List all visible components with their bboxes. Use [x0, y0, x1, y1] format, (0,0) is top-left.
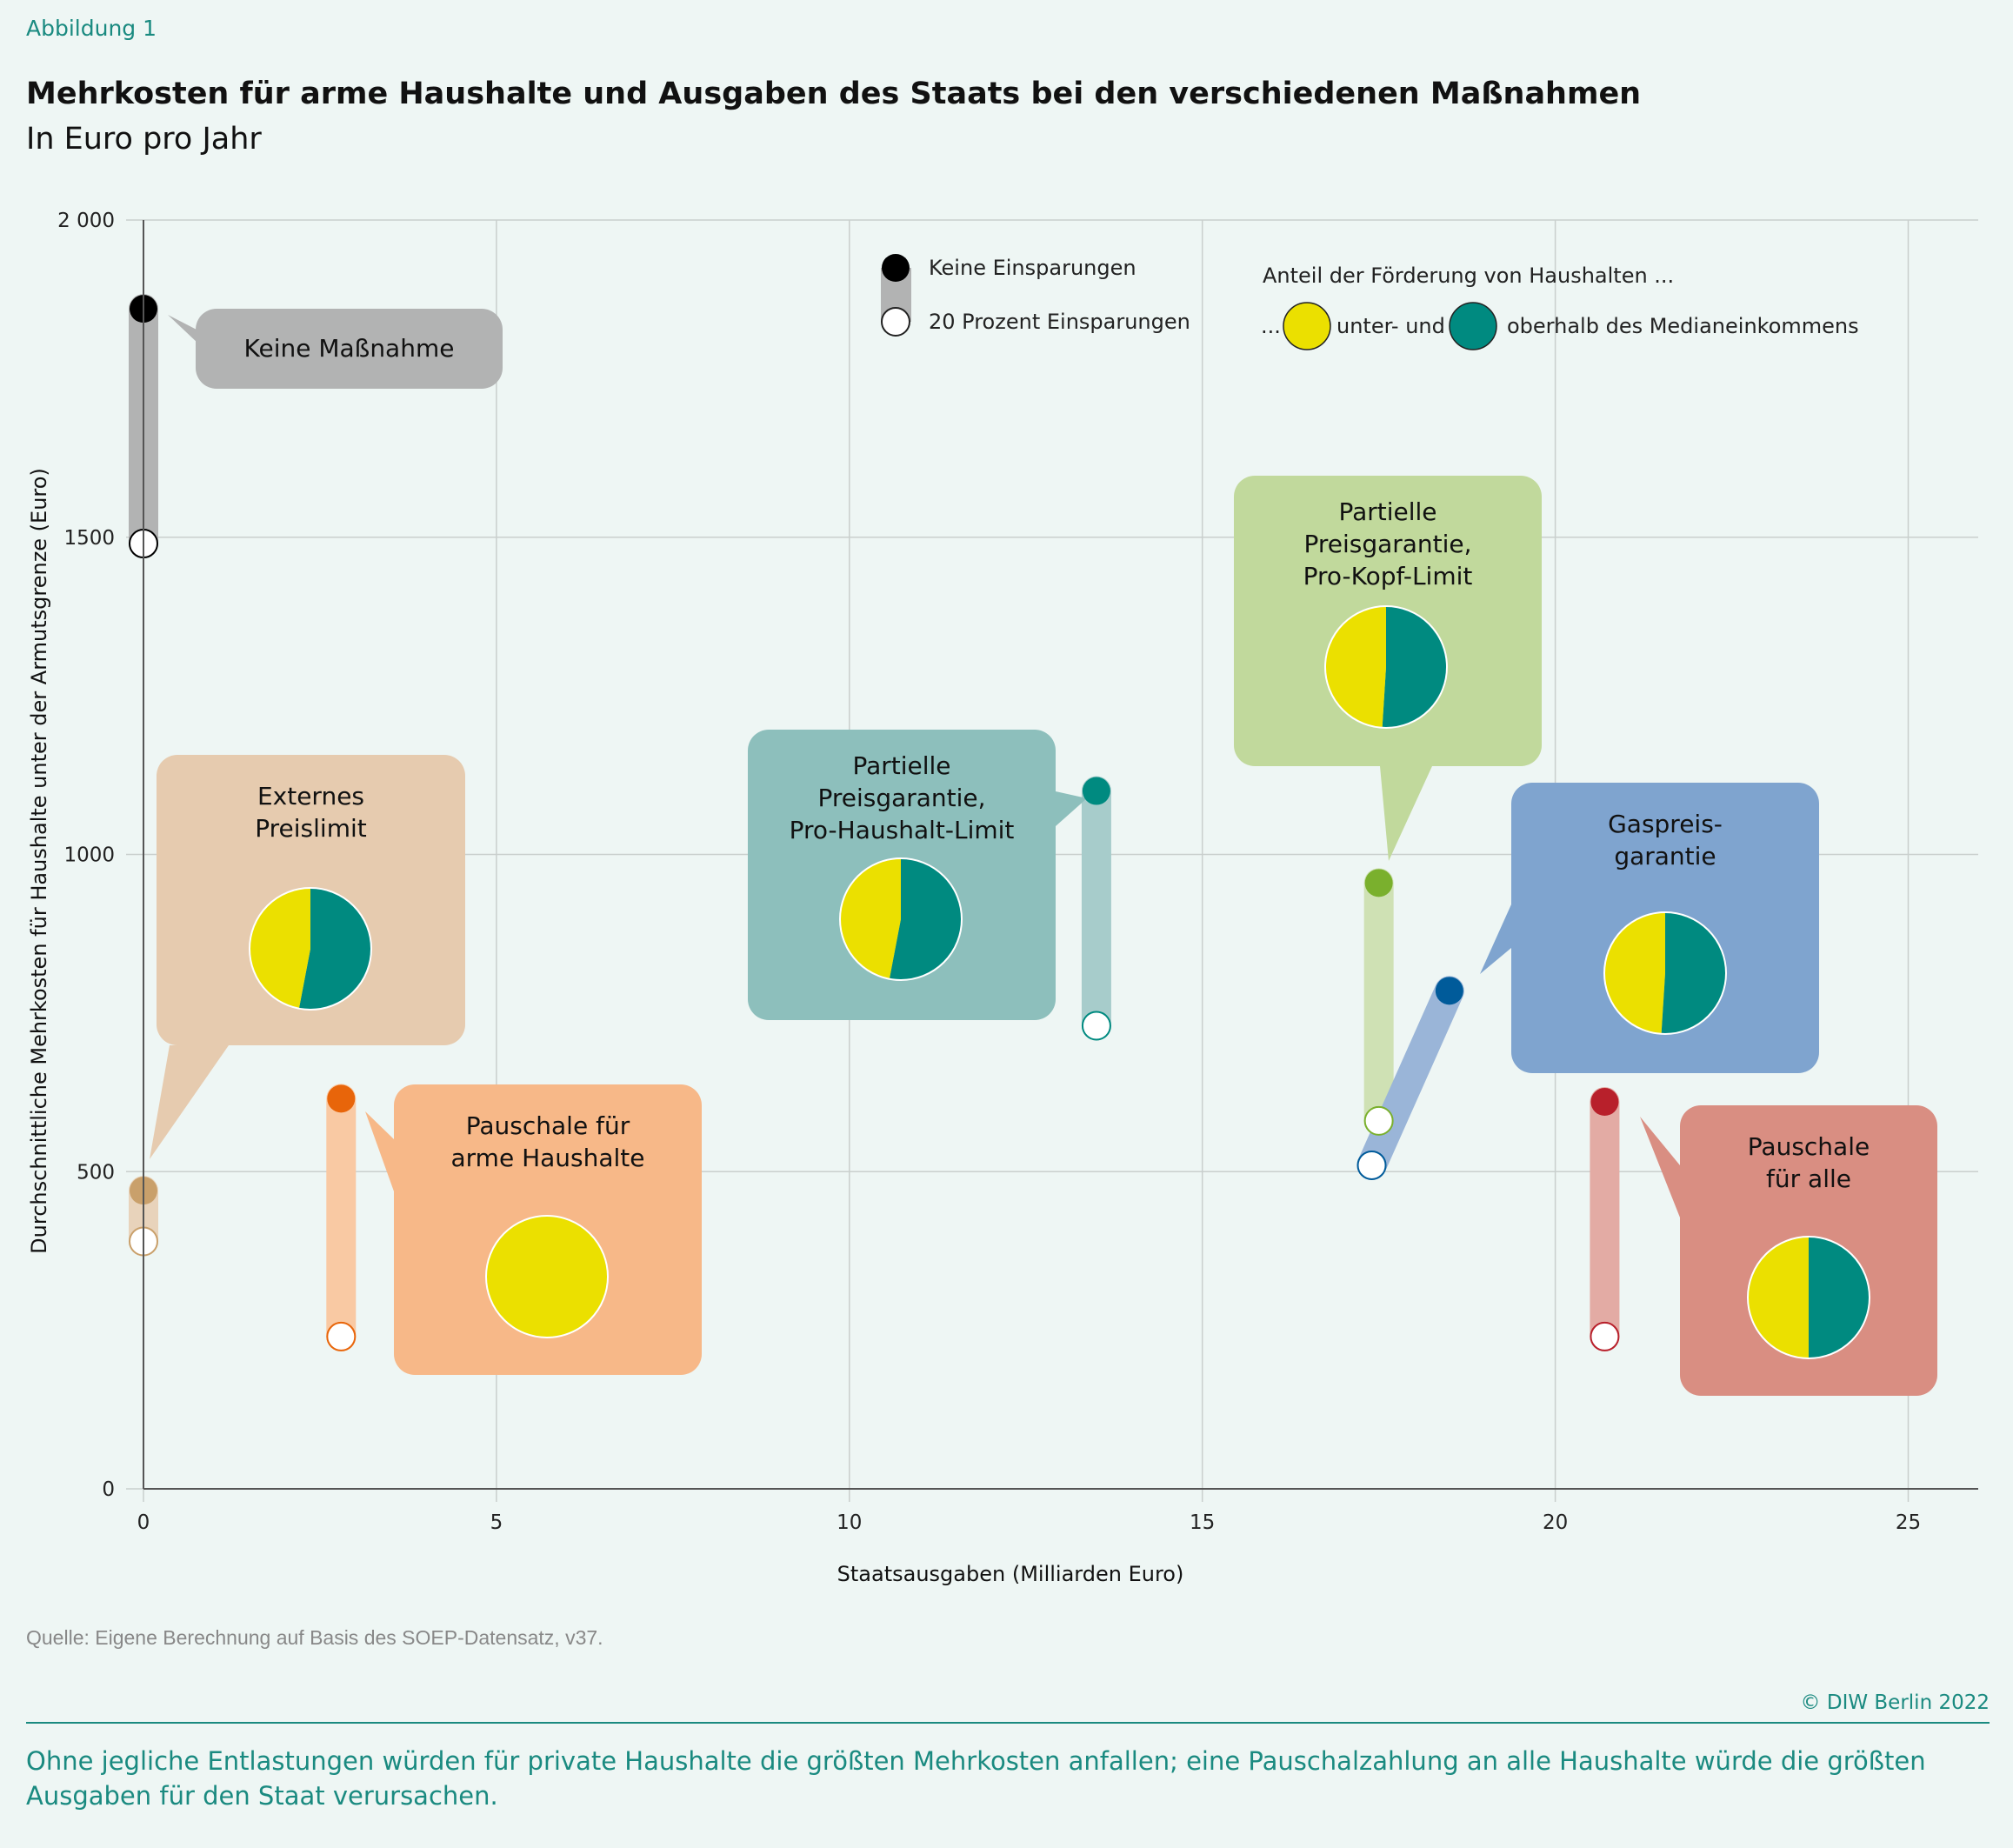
legend-above-median-swatch	[1449, 302, 1497, 350]
callout-label: garantie	[1614, 842, 1716, 871]
point-20-percent-savings	[1081, 1011, 1111, 1041]
callout-label: Preislimit	[255, 814, 366, 843]
callout-label: Pauschale für	[466, 1111, 630, 1140]
y-tick-label: 1500	[63, 527, 115, 550]
x-tick-label: 20	[1543, 1511, 1568, 1534]
x-axis-label: Staatsausgaben (Milliarden Euro)	[837, 1562, 1184, 1586]
pie-outline	[839, 857, 963, 981]
callout-tail	[365, 1111, 394, 1191]
pie-slice-above-median	[1382, 606, 1447, 729]
figure-label: Abbildung 1	[26, 16, 157, 41]
point-no-savings	[327, 1084, 356, 1113]
source-note: Quelle: Eigene Berechnung auf Basis des …	[26, 1626, 603, 1649]
scatter-chart: Keine Maßnahme Externes Preislimit Pauschal…	[27, 210, 1978, 1586]
callout-label: Preisgarantie,	[817, 784, 985, 812]
callout-label: arme Haushalte	[450, 1144, 644, 1172]
callout-label: Preisgarantie,	[1303, 530, 1471, 558]
annotation-bubbles: Keine Maßnahme Externes Preislimit Pauschal…	[150, 309, 1937, 1396]
pie-slice-above-median	[1661, 912, 1727, 1034]
pie-slice-below-median	[1324, 606, 1386, 728]
legend-below-median-swatch	[1283, 302, 1331, 350]
legend-savings-label: 20 Prozent Einsparungen	[929, 310, 1190, 334]
legend-above-median-label: oberhalb des Medianeinkommens	[1507, 314, 1859, 338]
pie-slice-below-median	[249, 888, 310, 1009]
x-tick-label: 10	[837, 1511, 862, 1534]
callout-tail	[168, 315, 198, 344]
y-tick-label: 500	[77, 1161, 115, 1184]
y-axis-label: Durchschnittliche Mehrkosten für Haushal…	[27, 468, 51, 1254]
pie-slice-below-median	[1748, 1237, 1809, 1358]
chart-subtitle: In Euro pro Jahr	[26, 122, 262, 157]
callout-label: für alle	[1766, 1164, 1851, 1193]
pie-slice-below-median	[1604, 912, 1665, 1034]
pie-slice-above-median	[889, 858, 963, 981]
axes: 0 500 1000 1500 2 000 0 5 10 15 20 25 Staatsausgabe…	[27, 210, 1978, 1586]
pie-outline	[1603, 911, 1727, 1035]
point-no-savings	[1364, 869, 1393, 897]
y-tick-label: 2 000	[57, 210, 115, 232]
callout-label: Keine Maßnahme	[244, 334, 455, 363]
divider	[26, 1722, 1990, 1724]
callout-tail	[1380, 766, 1432, 861]
legend-share-title: Anteil der Förderung von Haushalten ...	[1263, 264, 1674, 288]
point-20-percent-savings	[1363, 1105, 1394, 1136]
callout-tail	[1480, 904, 1511, 974]
callout-label: Externes	[257, 782, 364, 811]
legend-share-prefix: ...	[1261, 314, 1281, 338]
point-20-percent-savings	[1356, 1150, 1387, 1180]
pie-slice-below-median	[485, 1215, 609, 1338]
y-tick-label: 0	[102, 1478, 115, 1501]
y-tick-label: 1000	[63, 844, 115, 867]
callout-label: Partielle	[852, 751, 950, 780]
summary-text: Ohne jegliche Entlastungen würden für pr…	[26, 1746, 1926, 1811]
range-bar	[1356, 976, 1464, 1180]
callout-tail	[1056, 791, 1087, 826]
pie-outline	[1747, 1236, 1870, 1359]
x-tick-label: 25	[1896, 1511, 1921, 1534]
callout-label: Partielle	[1338, 497, 1436, 526]
pie-outline	[249, 887, 372, 1011]
point-no-savings	[1435, 977, 1463, 1005]
callout-label: Gaspreis-	[1608, 810, 1723, 838]
point-20-percent-savings	[326, 1321, 357, 1351]
point-20-percent-savings	[1590, 1321, 1620, 1351]
chart-title: Mehrkosten für arme Haushalte und Ausgab…	[26, 77, 1642, 111]
point-no-savings	[1082, 777, 1110, 805]
pie-outline	[1324, 605, 1448, 729]
point-no-savings	[1590, 1088, 1619, 1117]
legend-below-median-label: unter- und	[1336, 314, 1445, 338]
legend-savings-marker	[881, 307, 910, 337]
pie-slice-above-median	[1809, 1237, 1870, 1358]
legend: Keine Einsparungen 20 Prozent Einsparung…	[881, 254, 1859, 350]
copyright: © DIW Berlin 2022	[1800, 1691, 1990, 1714]
callout-box	[196, 309, 503, 389]
legend-no-savings-label: Keine Einsparungen	[929, 256, 1136, 280]
pie-slice-below-median	[840, 858, 901, 979]
callout-label: Pro-Kopf-Limit	[1303, 562, 1473, 590]
callout-label: Pro-Haushalt-Limit	[790, 816, 1015, 844]
callout-tail	[150, 1045, 229, 1159]
pie-slice-above-median	[298, 888, 371, 1010]
callout-label: Pauschale	[1748, 1132, 1870, 1161]
x-tick-label: 5	[490, 1511, 503, 1534]
x-tick-label: 15	[1190, 1511, 1215, 1534]
callout-tail	[1640, 1117, 1680, 1218]
x-tick-label: 0	[137, 1511, 150, 1534]
legend-no-savings-marker	[882, 254, 910, 282]
